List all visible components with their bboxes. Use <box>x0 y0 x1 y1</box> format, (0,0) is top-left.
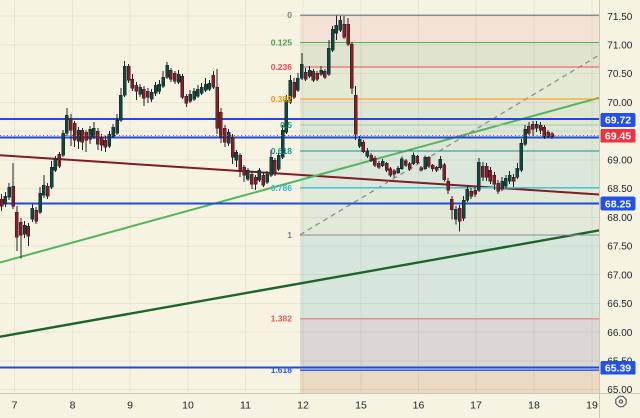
svg-text:71.50: 71.50 <box>607 12 632 23</box>
svg-text:10: 10 <box>182 400 194 412</box>
svg-text:1.382: 1.382 <box>271 314 293 324</box>
svg-text:71.00: 71.00 <box>607 41 632 52</box>
svg-text:68.25: 68.25 <box>605 198 631 210</box>
svg-text:67.00: 67.00 <box>607 270 632 281</box>
svg-text:65.00: 65.00 <box>607 385 632 396</box>
svg-text:69.45: 69.45 <box>605 131 631 143</box>
svg-text:8: 8 <box>70 400 76 412</box>
svg-text:68.50: 68.50 <box>607 184 632 195</box>
svg-text:0.236: 0.236 <box>271 62 293 72</box>
svg-text:11: 11 <box>240 400 251 412</box>
svg-text:66.50: 66.50 <box>607 299 632 310</box>
svg-text:1: 1 <box>287 230 292 240</box>
svg-text:15: 15 <box>355 400 367 412</box>
svg-text:1.618: 1.618 <box>271 365 293 375</box>
svg-text:70.00: 70.00 <box>607 98 632 109</box>
svg-text:0.5: 0.5 <box>280 120 292 130</box>
svg-text:65.39: 65.39 <box>605 363 631 375</box>
svg-text:19: 19 <box>586 400 598 412</box>
svg-text:69.72: 69.72 <box>605 115 631 127</box>
svg-text:68.00: 68.00 <box>607 213 632 224</box>
svg-text:67.50: 67.50 <box>607 242 632 253</box>
svg-text:0.125: 0.125 <box>271 38 293 48</box>
svg-text:18: 18 <box>528 400 540 412</box>
svg-text:7: 7 <box>12 400 18 412</box>
svg-text:0.382: 0.382 <box>271 94 293 104</box>
svg-text:9: 9 <box>127 400 133 412</box>
svg-text:17: 17 <box>470 400 482 412</box>
svg-text:70.50: 70.50 <box>607 69 632 80</box>
svg-text:0.618: 0.618 <box>271 146 293 156</box>
svg-text:12: 12 <box>297 400 309 412</box>
svg-text:16: 16 <box>413 400 425 412</box>
svg-text:0.786: 0.786 <box>271 183 293 193</box>
svg-text:66.00: 66.00 <box>607 328 632 339</box>
svg-text:0: 0 <box>287 10 292 20</box>
svg-text:69.00: 69.00 <box>607 155 632 166</box>
